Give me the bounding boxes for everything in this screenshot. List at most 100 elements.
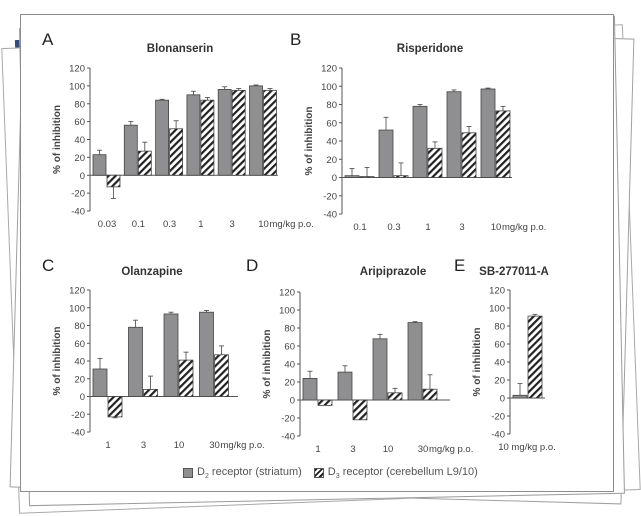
bar-d3 xyxy=(387,392,403,401)
bar-d2 xyxy=(378,129,394,178)
bar-d3 xyxy=(200,99,215,176)
x-tick-label: 3 xyxy=(350,444,355,455)
y-tick-label: 60 xyxy=(284,342,295,353)
bar-d3 xyxy=(107,396,123,418)
y-tick-label: 80 xyxy=(494,322,505,333)
y-tick-label: 80 xyxy=(284,324,295,335)
y-tick-label: -20 xyxy=(281,414,295,425)
x-unit-label: mg/kg p.o. xyxy=(270,219,314,230)
y-tick-label: 100 xyxy=(489,304,505,315)
y-tick-label: -40 xyxy=(71,207,85,218)
bar-d2 xyxy=(199,311,214,397)
x-tick-label: 0.1 xyxy=(353,222,366,233)
panel-label: B xyxy=(290,30,301,49)
y-tick-label: -20 xyxy=(71,189,85,200)
bar-d2 xyxy=(186,94,201,176)
bar-d2 xyxy=(337,371,353,401)
bar-d2 xyxy=(217,89,232,176)
bar-d2 xyxy=(372,338,388,401)
y-axis-label: % of inhibition xyxy=(52,327,63,396)
chart-title: Olanzapine xyxy=(121,266,182,278)
panel-b: B Risperidone -40 -20 0 20 40 60 80 100 120 % of in… xyxy=(290,30,546,233)
y-tick-label: 60 xyxy=(494,340,505,351)
panel-c: C Olanzapine -40 -20 0 20 40 60 80 100 120 % of inh… xyxy=(42,256,265,451)
bar-d2 xyxy=(344,175,360,178)
bar-d3 xyxy=(422,388,438,401)
y-tick-label: 20 xyxy=(494,376,505,387)
x-tick-label: 0.3 xyxy=(163,219,176,230)
y-tick-label: 80 xyxy=(326,100,337,111)
y-tick-label: -40 xyxy=(281,432,295,443)
bar-d3 xyxy=(231,89,246,176)
legend: D2 receptor (striatum) D3 receptor (cere… xyxy=(183,466,484,480)
y-tick-label: 0 xyxy=(332,173,337,184)
legend-swatch-d2 xyxy=(183,468,193,479)
x-tick-label: 0.03 xyxy=(98,219,117,230)
bar-d2 xyxy=(163,313,179,397)
y-tick-label: -40 xyxy=(71,428,85,439)
x-tick-label: 10 mg/kg p.o. xyxy=(498,442,556,453)
y-tick-label: 60 xyxy=(74,117,85,128)
bar-d2 xyxy=(155,99,170,176)
y-tick-label: 120 xyxy=(321,64,337,75)
bar-d2 xyxy=(92,154,107,176)
bar-d2 xyxy=(92,368,108,397)
bar-d3 xyxy=(106,174,121,188)
y-tick-label: -20 xyxy=(491,412,505,423)
x-unit-label: mg/kg p.o. xyxy=(429,444,473,455)
bar-d2 xyxy=(407,322,423,401)
bar-d3 xyxy=(427,147,443,178)
panel-a: A Blonanserin -40 -20 0 20 40 60 80 100 120 % of in… xyxy=(42,30,314,230)
legend-item-d2: D2 receptor (striatum) xyxy=(183,466,302,480)
chart-title: Aripiprazole xyxy=(360,266,426,278)
x-tick-label: 30 xyxy=(418,444,429,455)
y-tick-label: 120 xyxy=(279,288,295,299)
y-tick-label: 20 xyxy=(74,374,85,385)
bar-d2 xyxy=(512,394,528,399)
bar-d2 xyxy=(446,91,462,178)
chart-title: Blonanserin xyxy=(147,43,213,55)
x-tick-label: 1 xyxy=(425,222,430,233)
y-tick-label: 120 xyxy=(489,286,505,297)
y-tick-label: 60 xyxy=(326,118,337,129)
y-axis-label: % of inhibition xyxy=(262,330,273,399)
y-tick-label: 40 xyxy=(494,358,505,369)
x-unit-label: mg/kg p.o. xyxy=(502,222,546,233)
y-tick-label: -20 xyxy=(71,410,85,421)
x-tick-label: 3 xyxy=(230,219,235,230)
y-tick-label: 60 xyxy=(74,339,85,350)
legend-label-d3: D3 receptor (cerebellum L9/10) xyxy=(327,466,478,481)
y-tick-label: 100 xyxy=(69,303,85,314)
x-tick-label: 10 xyxy=(383,444,394,455)
bar-d3 xyxy=(359,176,375,178)
bar-d3 xyxy=(495,110,511,178)
y-tick-label: -40 xyxy=(323,210,337,221)
panel-label: E xyxy=(454,256,465,275)
panel-label: D xyxy=(246,256,258,275)
y-tick-label: 40 xyxy=(74,357,85,368)
bar-d2 xyxy=(412,105,428,178)
bar-d3 xyxy=(461,132,477,178)
x-tick-label: 3 xyxy=(141,440,146,451)
y-tick-label: 80 xyxy=(74,321,85,332)
x-tick-label: 0.3 xyxy=(387,222,400,233)
chart-title: Risperidone xyxy=(397,43,463,55)
bar-d3 xyxy=(214,354,229,397)
bar-d3 xyxy=(352,399,368,421)
y-tick-label: -40 xyxy=(491,430,505,441)
y-tick-label: 0 xyxy=(80,392,85,403)
bar-d2 xyxy=(128,326,143,397)
bar-d3 xyxy=(527,315,543,399)
y-tick-label: 20 xyxy=(74,153,85,164)
y-tick-label: 40 xyxy=(326,137,337,148)
y-axis-label: % of inhibition xyxy=(52,105,63,174)
bar-d2 xyxy=(302,377,318,401)
y-axis-label: % of inhibition xyxy=(472,328,483,397)
y-tick-label: 0 xyxy=(80,171,85,182)
y-axis-label: % of inhibition xyxy=(304,107,315,176)
panel-label: A xyxy=(42,30,54,49)
legend-item-d3: D3 receptor (cerebellum L9/10) xyxy=(313,466,478,481)
legend-label-d2: D2 receptor (striatum) xyxy=(197,466,302,481)
bar-d3 xyxy=(317,399,333,406)
bar-d2 xyxy=(123,124,138,176)
